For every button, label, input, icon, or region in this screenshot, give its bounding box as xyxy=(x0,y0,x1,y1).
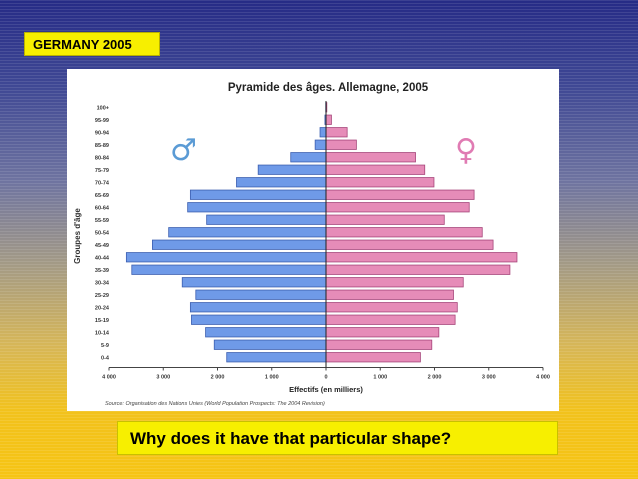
x-tick-label: 2 000 xyxy=(211,375,225,381)
male-bar-55-59 xyxy=(206,214,327,225)
x-tick-label: 3 000 xyxy=(482,375,496,381)
y-tick-label: 55-59 xyxy=(95,218,109,224)
y-tick-label: 25-29 xyxy=(95,293,109,299)
y-tick-label: 100+ xyxy=(97,105,109,111)
y-tick-label: 5-9 xyxy=(101,343,109,349)
female-bar-5-9 xyxy=(325,339,433,350)
female-symbol-icon: ♀ xyxy=(455,133,477,168)
y-tick-label: 45-49 xyxy=(95,243,109,249)
female-bar-35-39 xyxy=(325,264,511,275)
female-bar-20-24 xyxy=(325,302,458,313)
male-bar-90-94 xyxy=(319,127,327,138)
source-note: Source: Organisation des Nations Unies (… xyxy=(105,401,325,407)
female-bar-95-99 xyxy=(325,114,332,125)
x-tick-labels: 4 000 3 000 2 000 1 000 0 1 000 2 000 3 000 4 00… xyxy=(102,367,550,381)
y-tick-label: 80-84 xyxy=(95,155,110,161)
y-tick-label: 10-14 xyxy=(95,330,110,336)
male-bar-15-19 xyxy=(191,314,327,325)
x-axis-label: Effectifs (en milliers) xyxy=(289,385,363,394)
male-bar-75-79 xyxy=(257,164,327,175)
male-bar-0-4 xyxy=(226,352,327,363)
female-bar-70-74 xyxy=(325,177,435,188)
female-bar-60-64 xyxy=(325,202,470,213)
y-tick-label: 50-54 xyxy=(95,230,110,236)
female-bar-10-14 xyxy=(325,327,440,338)
y-axis-label: Groupes d'âge xyxy=(73,208,82,264)
y-tick-label: 85-89 xyxy=(95,143,109,149)
male-bar-65-69 xyxy=(189,189,327,200)
female-bar-50-54 xyxy=(325,227,483,238)
male-bar-25-29 xyxy=(195,289,327,300)
male-bar-5-9 xyxy=(213,339,327,350)
population-pyramid-chart: Pyramide des âges. Allemagne, 2005 100+ 9… xyxy=(67,69,559,411)
y-tick-labels: 100+ 95-99 90-94 85-89 80-84 75-79 70-74 65-69 6… xyxy=(95,105,110,361)
female-bar-45-49 xyxy=(325,239,494,250)
y-tick-label: 40-44 xyxy=(95,255,110,261)
question-banner: Why does it have that particular shape? xyxy=(117,421,558,455)
bars-layer xyxy=(125,102,518,363)
y-tick-label: 35-39 xyxy=(95,268,109,274)
male-bar-10-14 xyxy=(205,327,327,338)
y-tick-label: 90-94 xyxy=(95,130,110,136)
y-tick-label: 0-4 xyxy=(101,355,110,361)
male-bar-80-84 xyxy=(290,152,327,163)
country-tag: GERMANY 2005 xyxy=(24,32,160,56)
female-bar-90-94 xyxy=(325,127,348,138)
y-tick-label: 75-79 xyxy=(95,168,109,174)
male-bar-60-64 xyxy=(187,202,327,213)
female-bar-30-34 xyxy=(325,277,464,288)
female-bar-25-29 xyxy=(325,289,454,300)
chart-canvas: Pyramide des âges. Allemagne, 2005 100+ 9… xyxy=(73,82,550,407)
x-tick-label: 4 000 xyxy=(536,375,550,381)
female-bar-65-69 xyxy=(325,189,475,200)
female-bar-0-4 xyxy=(325,352,421,363)
x-tick-label: 0 xyxy=(324,375,327,381)
y-tick-label: 70-74 xyxy=(95,180,110,186)
male-bar-40-44 xyxy=(125,252,327,263)
y-tick-label: 60-64 xyxy=(95,205,110,211)
male-bar-45-49 xyxy=(152,239,327,250)
y-tick-label: 20-24 xyxy=(95,305,110,311)
male-bar-30-34 xyxy=(181,277,327,288)
female-bar-40-44 xyxy=(325,252,518,263)
male-symbol-icon: ♂ xyxy=(170,133,197,168)
x-tick-label: 2 000 xyxy=(428,375,442,381)
female-bar-15-19 xyxy=(325,314,456,325)
female-bar-75-79 xyxy=(325,164,426,175)
x-tick-label: 3 000 xyxy=(156,375,170,381)
female-bar-55-59 xyxy=(325,214,445,225)
female-bar-80-84 xyxy=(325,152,416,163)
male-bar-35-39 xyxy=(131,264,327,275)
female-bar-85-89 xyxy=(325,139,357,150)
male-bar-85-89 xyxy=(314,139,327,150)
y-tick-label: 15-19 xyxy=(95,318,109,324)
chart-title: Pyramide des âges. Allemagne, 2005 xyxy=(228,82,429,94)
x-tick-label: 1 000 xyxy=(373,375,387,381)
male-bar-50-54 xyxy=(168,227,327,238)
male-bar-70-74 xyxy=(236,177,327,188)
y-tick-label: 30-34 xyxy=(95,280,110,286)
y-tick-label: 65-69 xyxy=(95,193,109,199)
x-tick-label: 4 000 xyxy=(102,375,116,381)
x-tick-label: 1 000 xyxy=(265,375,279,381)
y-tick-label: 95-99 xyxy=(95,118,109,124)
male-bar-20-24 xyxy=(189,302,327,313)
